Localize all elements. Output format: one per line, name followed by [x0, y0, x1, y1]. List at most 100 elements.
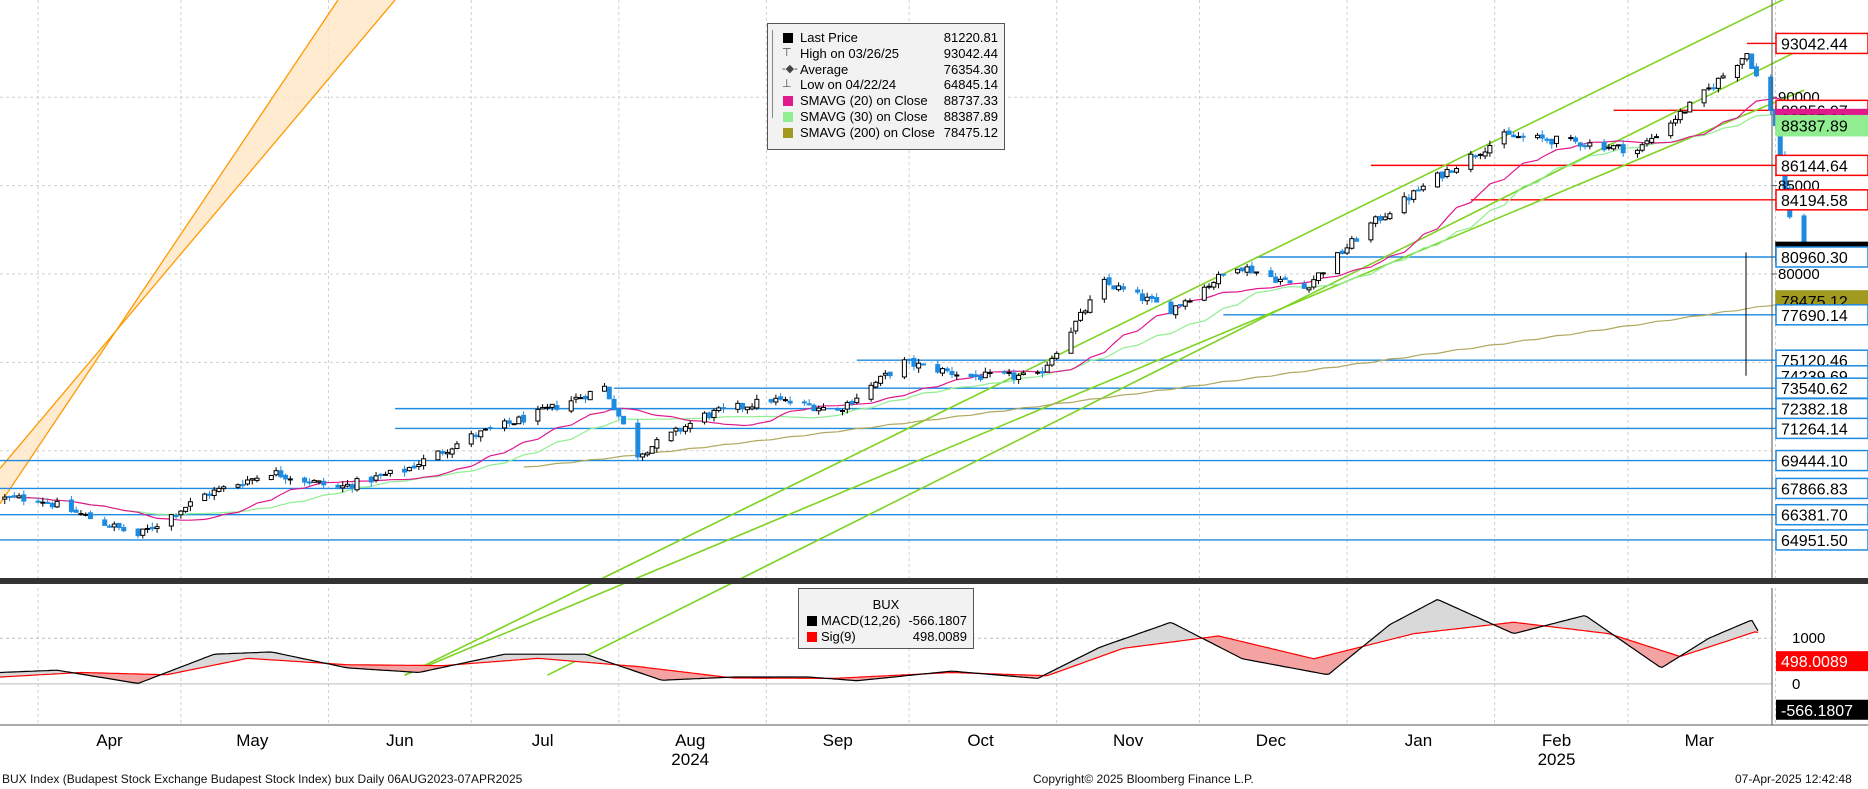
- candle-body: [1482, 151, 1488, 157]
- macd-fill: [360, 664, 363, 669]
- macd-fill: [1224, 637, 1227, 651]
- macd-fill: [654, 668, 657, 679]
- candle-body: [2, 496, 8, 500]
- price-tag: [1775, 154, 1868, 177]
- macd-fill: [1287, 652, 1290, 668]
- price-tag-label: 88387.89: [1781, 119, 1848, 136]
- macd-fill: [690, 672, 693, 679]
- candle-body: [1377, 216, 1383, 221]
- macd-fill: [681, 671, 684, 680]
- macd-fill: [1353, 648, 1356, 655]
- macd-fill: [648, 667, 651, 677]
- candle-body: [835, 408, 841, 411]
- macd-fill: [399, 665, 402, 672]
- candle-body: [478, 430, 484, 438]
- macd-fill: [1587, 616, 1590, 632]
- macd-fill: [687, 672, 690, 680]
- macd-fill: [1074, 658, 1077, 667]
- candle-body: [716, 407, 722, 411]
- candle-body: [454, 443, 460, 449]
- macd-fill: [561, 654, 564, 661]
- macd-fill: [1326, 654, 1329, 675]
- candle-body: [1653, 136, 1659, 139]
- candle-body: [1220, 273, 1226, 276]
- macd-fill: [534, 654, 537, 659]
- candle-body: [502, 420, 508, 429]
- candle-body: [1449, 170, 1455, 173]
- macd-fill: [129, 673, 132, 683]
- macd-fill: [1443, 601, 1446, 631]
- candle-body: [1753, 66, 1759, 77]
- macd-fill: [1107, 643, 1110, 655]
- legend-item: Sig(9) 498.0089: [799, 629, 973, 645]
- x-year-label: 2024: [671, 750, 709, 769]
- candle-body: [1316, 272, 1322, 282]
- macd-fill: [405, 665, 408, 672]
- macd-fill: [372, 664, 375, 670]
- macd-fill: [1425, 604, 1428, 633]
- candle-body: [1673, 118, 1679, 124]
- candle-body: [868, 384, 874, 400]
- legend-label: SMAVG (30) on Close: [800, 108, 928, 124]
- candle-body: [1020, 372, 1026, 376]
- macd-fill: [489, 656, 492, 663]
- macd-fill: [705, 674, 708, 679]
- candle-body: [154, 526, 160, 530]
- candle-body: [273, 470, 279, 476]
- candle-body: [1344, 247, 1350, 254]
- macd-fill: [1119, 639, 1122, 650]
- macd-fill: [579, 654, 582, 662]
- candle-body: [616, 407, 622, 417]
- candle-body: [1254, 271, 1260, 274]
- macd-fill: [108, 673, 111, 680]
- macd-fill: [1746, 621, 1749, 635]
- candle-body: [1620, 144, 1626, 154]
- macd-fill: [528, 654, 531, 660]
- macd-fill: [1323, 655, 1326, 675]
- candle-body: [1239, 267, 1245, 272]
- legend-item: -◆- Average 76354.30: [768, 62, 1004, 78]
- macd-fill: [1641, 643, 1644, 657]
- price-tag-label: 73540.62: [1781, 381, 1848, 398]
- macd-line: [0, 599, 1759, 685]
- macd-fill: [189, 662, 192, 671]
- candle-body: [721, 407, 727, 410]
- candle-body: [840, 409, 846, 412]
- macd-fill: [492, 656, 495, 662]
- candle-body: [1577, 142, 1583, 147]
- macd-fill: [1647, 645, 1650, 661]
- candle-body: [249, 478, 255, 481]
- price-legend: Last Price 81220.81 ⊤ High on 03/26/25 93042…: [767, 23, 1005, 150]
- macd-fill: [1098, 646, 1101, 658]
- macd-fill: [1089, 651, 1092, 661]
- candle-body: [1734, 65, 1740, 78]
- candle-body: [901, 359, 907, 378]
- macd-fill: [576, 654, 579, 662]
- macd-fill: [1230, 638, 1233, 654]
- macd-fill: [1299, 655, 1302, 670]
- macd-fill: [27, 671, 30, 676]
- candle-body: [516, 416, 522, 425]
- macd-fill: [249, 652, 252, 659]
- macd-fill: [1215, 636, 1218, 647]
- candle-body: [344, 483, 350, 487]
- macd-fill: [1269, 648, 1272, 665]
- legend-item: MACD(12,26) -566.1807: [799, 613, 973, 629]
- candle-body: [973, 374, 979, 378]
- macd-fill: [1293, 653, 1296, 669]
- candle-body: [1320, 272, 1326, 275]
- macd-fill: [1260, 645, 1263, 663]
- macd-fill: [1428, 602, 1431, 633]
- candle-body: [168, 514, 174, 527]
- legend-glyph-icon: ⊥: [782, 78, 792, 91]
- candle-body: [1139, 293, 1145, 301]
- macd-fill: [1740, 623, 1743, 637]
- macd-fill: [1305, 656, 1308, 672]
- macd-fill: [219, 653, 222, 665]
- x-month-label: Jul: [532, 731, 554, 750]
- sma20-line: [4, 97, 1805, 521]
- candle-body: [706, 412, 712, 418]
- candle-body: [444, 451, 450, 455]
- macd-fill: [1035, 675, 1038, 679]
- macd-fill: [1728, 628, 1731, 641]
